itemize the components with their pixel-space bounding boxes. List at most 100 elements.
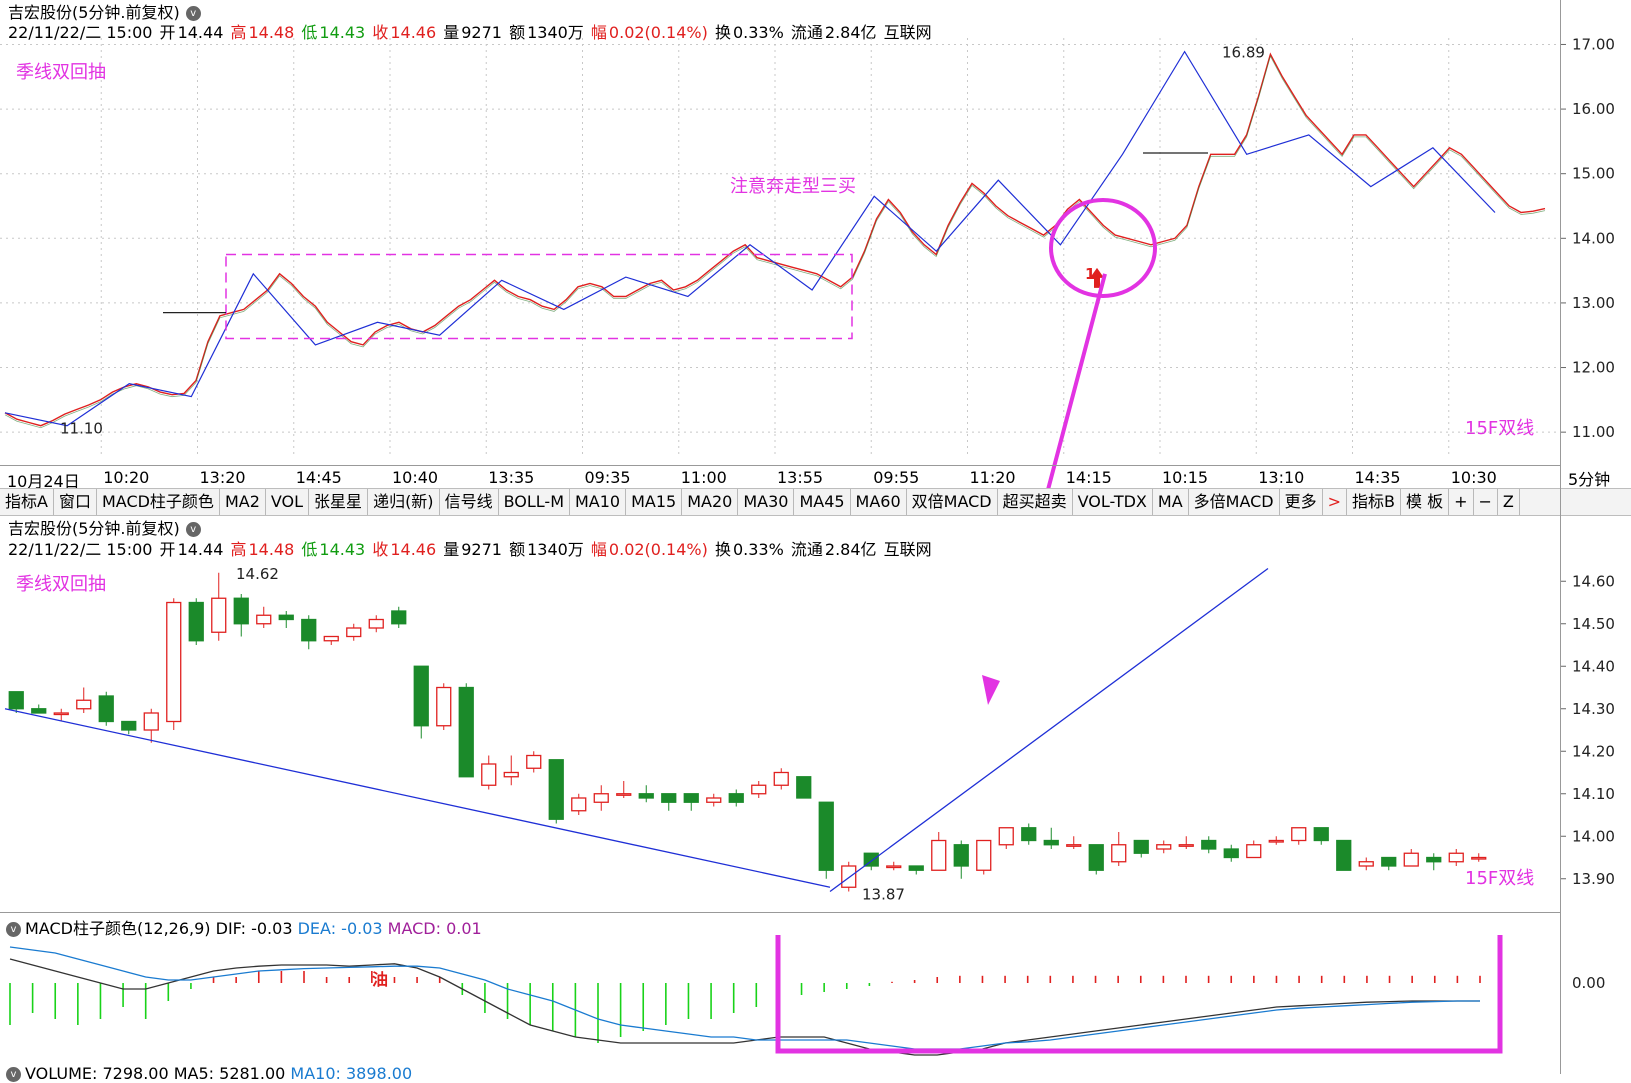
quote-date-2: 22/11/22/二 15:00 xyxy=(8,540,153,559)
candle-body xyxy=(1178,844,1194,847)
toolbar-item-2[interactable]: MACD柱子颜色 xyxy=(97,489,220,515)
toolbar-item-11[interactable]: MA20 xyxy=(682,489,739,515)
candle-body xyxy=(8,691,24,710)
candle-body xyxy=(301,618,317,642)
toolbar-item-21[interactable]: > xyxy=(1323,489,1348,515)
chevron-down-icon[interactable]: v xyxy=(185,6,201,21)
chg-label-2: 幅 xyxy=(590,540,607,559)
x-tick-label: 09:55 xyxy=(873,468,920,487)
candle-body xyxy=(661,793,677,803)
price-line-chart: 17.00 16.00 15.00 14.00 13.00 12.00 11.00 11.10… xyxy=(0,38,1615,488)
candle-body xyxy=(481,763,497,786)
period-label[interactable]: 5分钟 xyxy=(1568,470,1611,489)
buy-arrow-icon xyxy=(1090,267,1104,288)
quote-date: 22/11/22/二 15:00 xyxy=(8,23,153,42)
amt-label: 额 xyxy=(509,23,526,42)
x-tick-label: 13:10 xyxy=(1258,468,1305,487)
dea-line xyxy=(9,946,1480,1050)
toolbar-item-6[interactable]: 递归(新) xyxy=(368,489,440,515)
vol-value-2: 9271 xyxy=(461,540,502,559)
toolbar-item-15[interactable]: 双倍MACD xyxy=(907,489,998,515)
candle-body xyxy=(346,627,362,638)
candlestick-chart: 14.60 14.50 14.40 14.30 14.20 14.10 14.00 13.90… xyxy=(4,565,1615,904)
toolbar-item-5[interactable]: 张星星 xyxy=(309,489,369,515)
float-value: 2.84亿 xyxy=(824,23,877,42)
chevron-down-icon[interactable]: v xyxy=(185,522,201,537)
toolbar-item-8[interactable]: BOLL-M xyxy=(499,489,570,515)
y-tick-label: 14.10 xyxy=(1572,785,1615,803)
toolbar-item-23[interactable]: 模 板 xyxy=(1401,489,1450,515)
toolbar-item-3[interactable]: MA2 xyxy=(220,489,266,515)
candle-body xyxy=(1448,852,1464,863)
high-value: 14.48 xyxy=(248,23,295,42)
chg-label: 幅 xyxy=(590,23,607,42)
candle-body xyxy=(638,793,654,799)
float-value-2: 2.84亿 xyxy=(824,540,877,559)
candle-body xyxy=(391,610,407,625)
toolbar-item-12[interactable]: MA30 xyxy=(738,489,795,515)
note-top-left: 季线双回抽 xyxy=(16,62,106,83)
macd-header: v MACD柱子颜色(12,26,9) DIF: -0.03 DEA: -0.03… xyxy=(6,915,482,939)
sector-label-2[interactable]: 互联网 xyxy=(883,540,932,559)
toolbar-item-22[interactable]: 指标B xyxy=(1347,489,1402,515)
toolbar-item-16[interactable]: 超买超卖 xyxy=(998,489,1073,515)
stock-name[interactable]: 吉宏股份(5分钟.前复权) xyxy=(8,3,180,22)
x-tick-label: 13:20 xyxy=(199,468,246,487)
low-value-2: 14.43 xyxy=(319,540,366,559)
toolbar-item-24[interactable]: + xyxy=(1449,489,1474,515)
toolbar-item-18[interactable]: MA xyxy=(1153,489,1189,515)
candle-body xyxy=(458,686,474,778)
candle-body xyxy=(571,797,587,812)
toolbar-item-10[interactable]: MA15 xyxy=(626,489,683,515)
time-axis: 10月24日 10:20 13:20 14:45 10:40 13:35 09:35 11:0… xyxy=(0,465,1560,491)
price-series-shadow xyxy=(4,55,1546,429)
candle-body xyxy=(256,614,272,625)
chevron-down-icon[interactable]: v xyxy=(6,922,21,937)
zigzag-trend-line xyxy=(4,50,1496,427)
toolbar-item-13[interactable]: MA45 xyxy=(794,489,851,515)
sector-label[interactable]: 互联网 xyxy=(883,23,932,42)
candle-body xyxy=(1403,852,1419,867)
toolbar-item-7[interactable]: 信号线 xyxy=(440,489,499,515)
x-tick-label: 11:20 xyxy=(969,468,1016,487)
candle-body xyxy=(976,839,992,871)
toolbar-item-25[interactable]: − xyxy=(1474,489,1498,515)
buy-marker-label: 1 xyxy=(1085,265,1095,283)
toolbar-item-1[interactable]: 窗口 xyxy=(54,489,97,515)
amt-value-2: 1340万 xyxy=(527,540,584,559)
turn-value: 0.33% xyxy=(732,23,784,42)
candle-body xyxy=(1133,839,1149,854)
candle-body xyxy=(1426,856,1442,863)
toolbar-item-19[interactable]: 多倍MACD xyxy=(1189,489,1280,515)
turn-label-2: 换 xyxy=(714,540,731,559)
turn-label: 换 xyxy=(714,23,731,42)
chevron-down-icon[interactable]: v xyxy=(6,1067,21,1082)
amt-value: 1340万 xyxy=(527,23,584,42)
toolbar-item-9[interactable]: MA10 xyxy=(570,489,627,515)
macd-title[interactable]: MACD柱子颜色(12,26,9) xyxy=(25,919,211,938)
highlight-circle xyxy=(1049,198,1157,298)
turn-value-2: 0.33% xyxy=(732,540,784,559)
y-tick-label: 17.00 xyxy=(1572,38,1615,53)
toolbar-item-14[interactable]: MA60 xyxy=(851,489,907,515)
toolbar-item-17[interactable]: VOL-TDX xyxy=(1073,489,1153,515)
toolbar-item-26[interactable]: Z xyxy=(1498,489,1520,515)
vol-value: 9271 xyxy=(461,23,502,42)
toolbar-item-0[interactable]: 指标A xyxy=(0,489,54,515)
candle-low-label: 13.87 xyxy=(862,886,905,904)
macd-dea: DEA: -0.03 xyxy=(297,919,383,938)
y-tick-label: 0.00 xyxy=(1572,974,1605,992)
candle-body xyxy=(1021,827,1037,842)
candle-body xyxy=(368,618,384,629)
candle-high-label: 14.62 xyxy=(236,565,279,583)
candle-body xyxy=(796,776,812,799)
candle-body xyxy=(1246,844,1262,859)
toolbar-item-20[interactable]: 更多 xyxy=(1280,489,1323,515)
stock-name-2[interactable]: 吉宏股份(5分钟.前复权) xyxy=(8,519,180,538)
candle-body xyxy=(1223,848,1239,859)
pointer-arrow-line xyxy=(1046,273,1107,488)
toolbar-item-4[interactable]: VOL xyxy=(266,489,310,515)
candle-body xyxy=(121,720,137,731)
candle-body xyxy=(886,865,902,869)
